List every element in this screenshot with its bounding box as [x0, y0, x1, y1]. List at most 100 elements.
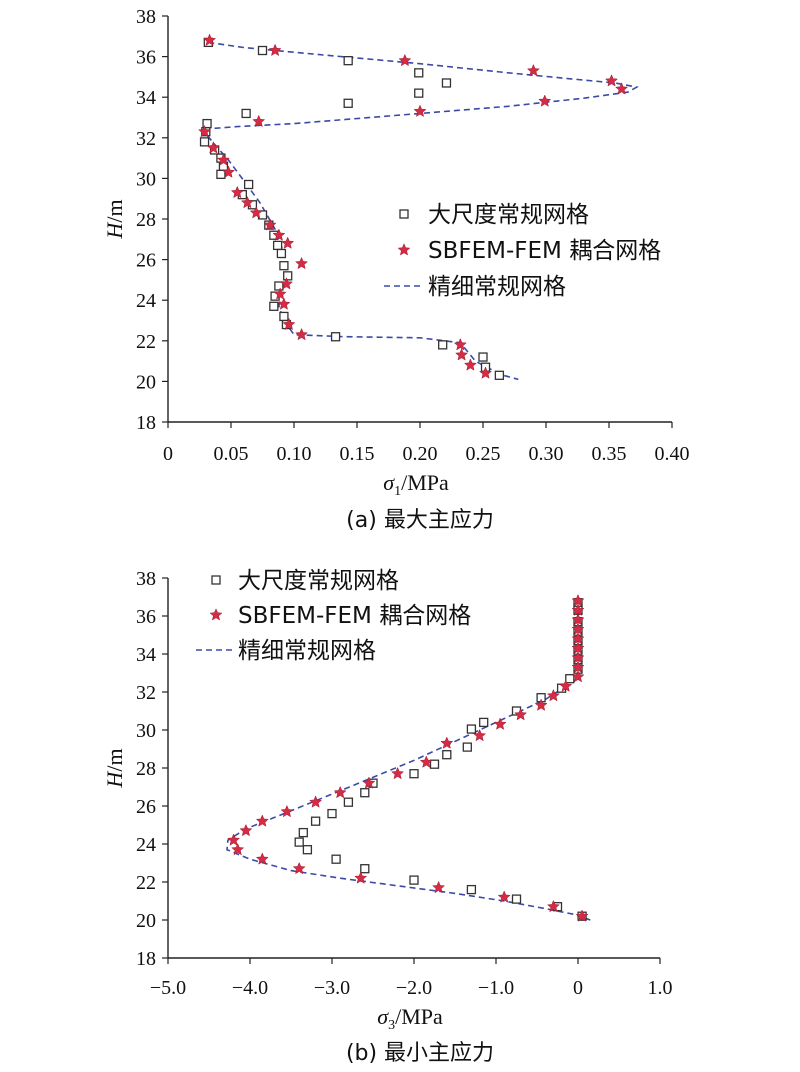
- y-tick-label: 20: [136, 910, 156, 932]
- point-sbfem-fem: [497, 890, 511, 903]
- point-sbfem-fem: [239, 823, 253, 837]
- point-coarse-mesh: [343, 98, 353, 108]
- series-line-fine-mesh: [204, 41, 639, 381]
- point-coarse-mesh: [565, 674, 575, 684]
- point-sbfem-fem: [419, 755, 433, 768]
- y-tick-label: 32: [136, 128, 156, 150]
- x-tick-label: 1.0: [648, 977, 673, 999]
- point-coarse-mesh: [243, 179, 254, 190]
- point-coarse-mesh: [269, 301, 279, 311]
- point-sbfem-fem: [255, 814, 269, 827]
- figure-caption: (b) 最小主应力: [346, 1041, 494, 1066]
- y-tick-label: 38: [136, 568, 156, 590]
- point-coarse-mesh: [511, 894, 522, 904]
- y-tick-label: 20: [136, 371, 156, 393]
- y-tick-label: 28: [136, 758, 156, 780]
- point-sbfem-fem: [546, 899, 560, 913]
- point-sbfem-fem: [559, 679, 573, 692]
- point-coarse-mesh: [241, 108, 251, 119]
- point-coarse-mesh: [429, 759, 440, 769]
- legend-label: 精细常规网格: [238, 638, 376, 664]
- point-sbfem-fem: [398, 53, 412, 67]
- y-axis-label: H/m: [102, 199, 127, 239]
- point-sbfem-fem: [463, 358, 477, 371]
- x-tick-label: −4.0: [232, 977, 268, 999]
- point-coarse-mesh: [283, 271, 293, 281]
- point-sbfem-fem: [605, 74, 619, 87]
- legend-label: SBFEM-FEM 耦合网格: [238, 603, 471, 629]
- x-tick-label: 0: [573, 977, 583, 999]
- point-sbfem-fem: [263, 218, 277, 231]
- point-coarse-mesh: [414, 68, 424, 78]
- point-coarse-mesh: [479, 717, 489, 728]
- x-tick-label: −2.0: [396, 977, 432, 999]
- point-coarse-mesh: [279, 261, 289, 271]
- point-coarse-mesh: [327, 808, 337, 819]
- point-sbfem-fem: [575, 909, 589, 922]
- chart-b: 18 20 22 24 26 28 30 32 34 36 38 −5.0 −4.0 −3.0 −2.0 −1…: [102, 568, 673, 1066]
- point-coarse-mesh: [274, 281, 284, 291]
- point-sbfem-fem: [534, 698, 548, 711]
- figure-caption: (a) 最大主应力: [346, 508, 494, 533]
- point-sbfem-fem: [279, 277, 293, 290]
- point-sbfem-fem: [216, 153, 230, 166]
- point-sbfem-fem: [526, 63, 540, 77]
- y-tick-label: 30: [136, 168, 156, 190]
- point-sbfem-fem: [295, 327, 309, 341]
- x-tick-label: −1.0: [478, 977, 514, 999]
- y-tick-label: 32: [136, 682, 156, 704]
- point-coarse-mesh: [272, 240, 283, 251]
- point-coarse-mesh: [438, 340, 448, 350]
- point-coarse-mesh: [298, 827, 308, 838]
- point-sbfem-fem: [203, 33, 217, 46]
- point-sbfem-fem: [231, 842, 245, 856]
- legend-label: 大尺度常规网格: [238, 568, 399, 594]
- point-coarse-mesh: [343, 56, 353, 66]
- point-coarse-mesh: [331, 854, 341, 864]
- legend-square-marker: [211, 575, 221, 585]
- y-tick-label: 22: [136, 872, 156, 894]
- y-tick-label: 22: [136, 331, 156, 353]
- point-sbfem-fem: [277, 297, 291, 310]
- point-sbfem-fem: [282, 317, 296, 331]
- point-coarse-mesh: [216, 169, 226, 179]
- point-sbfem-fem: [272, 228, 286, 241]
- x-tick-label: 0.05: [214, 443, 249, 465]
- y-tick-label: 38: [136, 6, 156, 28]
- x-tick-label: 0.15: [340, 443, 375, 465]
- point-sbfem-fem: [413, 104, 427, 117]
- x-tick-label: −3.0: [314, 977, 350, 999]
- point-sbfem-fem: [546, 688, 560, 702]
- y-tick-label: 36: [136, 606, 156, 628]
- point-coarse-mesh: [294, 837, 304, 847]
- x-axis-label: σ1/MPa: [383, 470, 449, 499]
- point-sbfem-fem: [273, 287, 287, 300]
- point-sbfem-fem: [281, 236, 295, 249]
- point-sbfem-fem: [333, 785, 347, 799]
- point-sbfem-fem: [198, 124, 212, 138]
- point-sbfem-fem: [473, 728, 487, 742]
- y-tick-label: 24: [136, 834, 156, 856]
- point-coarse-mesh: [276, 248, 287, 259]
- point-sbfem-fem: [391, 766, 405, 780]
- point-coarse-mesh: [441, 78, 452, 88]
- point-coarse-mesh: [478, 352, 488, 362]
- point-sbfem-fem: [453, 338, 467, 351]
- x-tick-label: 0.35: [592, 443, 627, 465]
- point-coarse-mesh: [409, 875, 419, 885]
- point-sbfem-fem: [440, 736, 454, 749]
- y-tick-label: 34: [136, 87, 156, 109]
- legend-label: 精细常规网格: [428, 274, 566, 300]
- y-axis-label: H/m: [102, 748, 127, 788]
- point-sbfem-fem: [455, 348, 469, 361]
- point-sbfem-fem: [479, 366, 493, 379]
- x-tick-label: 0.30: [529, 443, 564, 465]
- x-tick-label: 0.25: [466, 443, 501, 465]
- point-sbfem-fem: [227, 833, 241, 846]
- x-tick-label: 0.40: [655, 443, 690, 465]
- point-sbfem-fem: [615, 82, 629, 95]
- y-tick-label: 30: [136, 720, 156, 742]
- point-coarse-mesh: [330, 332, 341, 342]
